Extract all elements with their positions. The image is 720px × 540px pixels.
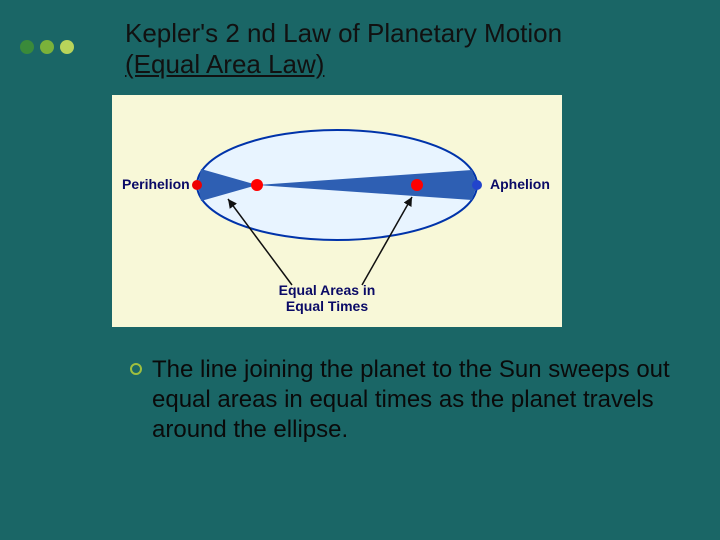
deco-bullet-1: [20, 40, 34, 54]
focus-1: [251, 179, 263, 191]
body-area: The line joining the planet to the Sun s…: [130, 355, 670, 445]
caption-line-1: Equal Areas in: [279, 282, 376, 298]
aphelion-point: [472, 180, 482, 190]
title-deco-bullets: [20, 40, 74, 54]
diagram-panel: Perihelion Aphelion Equal Areas in Equal…: [112, 95, 562, 327]
deco-bullet-3: [60, 40, 74, 54]
slide: Kepler's 2 nd Law of Planetary Motion (E…: [0, 0, 720, 540]
perihelion-label: Perihelion: [122, 176, 190, 192]
caption-line-2: Equal Times: [286, 298, 368, 314]
title-block: Kepler's 2 nd Law of Planetary Motion (E…: [125, 18, 685, 80]
deco-bullet-2: [40, 40, 54, 54]
body-bullet-icon: [130, 363, 142, 375]
title-line-2: (Equal Area Law): [125, 49, 685, 80]
title-line-1: Kepler's 2 nd Law of Planetary Motion: [125, 18, 685, 49]
focus-2: [411, 179, 423, 191]
aphelion-label: Aphelion: [490, 176, 550, 192]
body-text: The line joining the planet to the Sun s…: [152, 355, 670, 445]
kepler-diagram: Perihelion Aphelion Equal Areas in Equal…: [112, 95, 562, 327]
perihelion-point: [192, 180, 202, 190]
